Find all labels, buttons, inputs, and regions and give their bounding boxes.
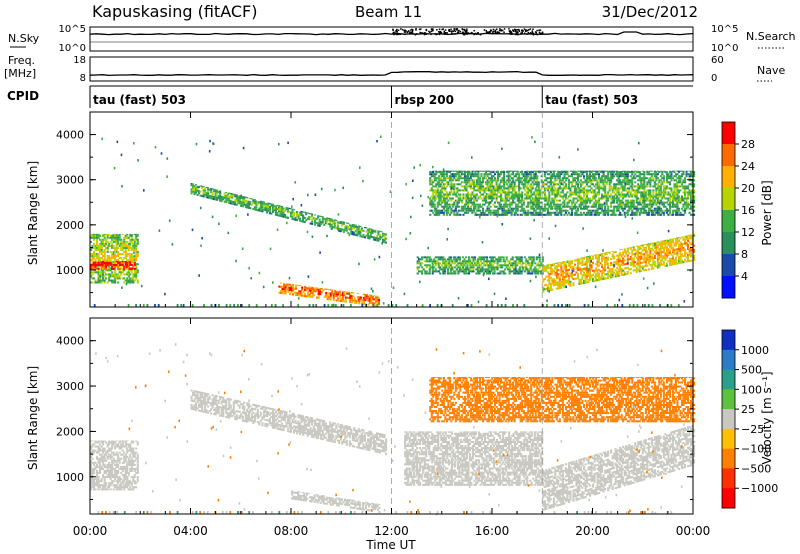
x-tick-label: 00:00 (73, 524, 108, 538)
velocity-scale-tick-label: 1000 (741, 344, 769, 357)
cpid-label: CPID (7, 89, 39, 103)
freq-label: Freq. (8, 54, 35, 67)
velocity-band-2 (291, 490, 381, 513)
velocity-scale-tick-label: −25 (741, 423, 764, 436)
x-tick-label: 04:00 (173, 524, 208, 538)
freq-unit: [MHz] (4, 67, 36, 80)
y-tick-label: 3000 (56, 380, 84, 393)
beam-title: Beam 11 (355, 3, 422, 21)
nsky-label: N.Sky (8, 32, 40, 45)
power-band-5 (542, 233, 696, 293)
x-tick-label: 00:00 (676, 524, 711, 538)
y-tick-label: 1000 (56, 264, 84, 277)
x-tick-label: 16:00 (475, 524, 510, 538)
power-colorbar: 28 24 20 16 12 8 4 (721, 121, 755, 299)
velocity-scale-tick-label: −1000 (741, 482, 778, 495)
velocity-speckles (95, 343, 688, 516)
power-speckles (93, 135, 692, 307)
time-axis: 00:00 04:00 08:00 12:00 16:00 20:00 00:00 (73, 112, 711, 538)
power-band-1 (90, 261, 136, 270)
nsky-tick-bottom: 10^0 (59, 43, 86, 54)
power-band-3 (278, 282, 381, 307)
nsearch-label: N.Search (746, 30, 796, 43)
freq-tick-top: 18 (73, 55, 86, 66)
velocity-band-1 (190, 389, 388, 455)
y-tick-label: 4000 (56, 129, 84, 142)
velocity-band-4 (542, 425, 696, 511)
power-band-6 (429, 170, 696, 216)
velocity-band-5 (429, 377, 696, 423)
y-tick-label: 1000 (56, 471, 84, 484)
power-scale-label: Power [dB] (760, 180, 774, 245)
velocity-panel: 1000 2000 3000 4000 Slant Range [km] (26, 317, 696, 516)
y-tick-label: 4000 (56, 335, 84, 348)
cpid-strip: CPID tau (fast) 503 rbsp 200 tau (fast) 50… (7, 85, 693, 108)
power-band-4 (416, 256, 544, 275)
velocity-scale-tick-label: 500 (741, 364, 762, 377)
y-tick-label: 2000 (56, 219, 84, 232)
nave-tick-top: 60 (711, 55, 724, 66)
nsearch-tick-top: 10^5 (711, 24, 738, 35)
freq-strip: Freq. [MHz] 18 8 60 0 Nave (4, 54, 785, 84)
velocity-band-3 (404, 431, 544, 486)
cpid-item-1: rbsp 200 (395, 93, 454, 107)
nave-tick-bottom: 0 (711, 73, 717, 84)
freq-tick-bottom: 8 (80, 73, 86, 84)
nave-label: Nave (757, 64, 785, 77)
power-ylabel: Slant Range [km] (26, 161, 40, 265)
power-scale-tick-label: 4 (741, 270, 748, 283)
velocity-scale-tick-label: −500 (741, 462, 771, 475)
x-tick-label: 20:00 (575, 524, 610, 538)
x-axis-label: Time UT (365, 538, 416, 552)
power-scale-tick-label: 12 (741, 226, 755, 239)
nsky-tick-top: 10^5 (59, 24, 86, 35)
velocity-scale-label: Velocity [m s⁻¹] (760, 371, 774, 464)
power-scale-tick-label: 8 (741, 248, 748, 261)
y-tick-label: 3000 (56, 174, 84, 187)
x-tick-label: 08:00 (274, 524, 309, 538)
velocity-scale-tick-label: −100 (741, 443, 771, 456)
velocity-ylabel: Slant Range [km] (26, 366, 40, 470)
power-scale-tick-label: 28 (741, 138, 755, 151)
nsearch-tick-bottom: 10^0 (711, 43, 738, 54)
velocity-band-0 (90, 440, 139, 491)
power-scale-tick-label: 16 (741, 204, 755, 217)
nsky-strip: N.Sky 10^5 10^0 10^5 10^0 N.Search (8, 24, 796, 54)
velocity-scale-tick-label: 25 (741, 403, 755, 416)
power-band-2 (190, 183, 388, 244)
power-scale-tick-label: 20 (741, 182, 755, 195)
power-panel: 1000 2000 3000 4000 Slant Range [km] (26, 111, 696, 308)
velocity-colorbar: 1000 500 100 25 −25 −100 −500 −1000 (721, 329, 778, 509)
cpid-item-2: tau (fast) 503 (545, 93, 638, 107)
y-tick-label: 2000 (56, 425, 84, 438)
date-title: 31/Dec/2012 (602, 3, 698, 21)
power-scale-tick-label: 24 (741, 160, 755, 173)
x-tick-label: 12:00 (374, 524, 409, 538)
power-band-0 (90, 233, 139, 284)
station-title: Kapuskasing (fitACF) (92, 2, 257, 21)
cpid-item-0: tau (fast) 503 (93, 93, 186, 107)
velocity-scale-tick-label: 100 (741, 383, 762, 396)
